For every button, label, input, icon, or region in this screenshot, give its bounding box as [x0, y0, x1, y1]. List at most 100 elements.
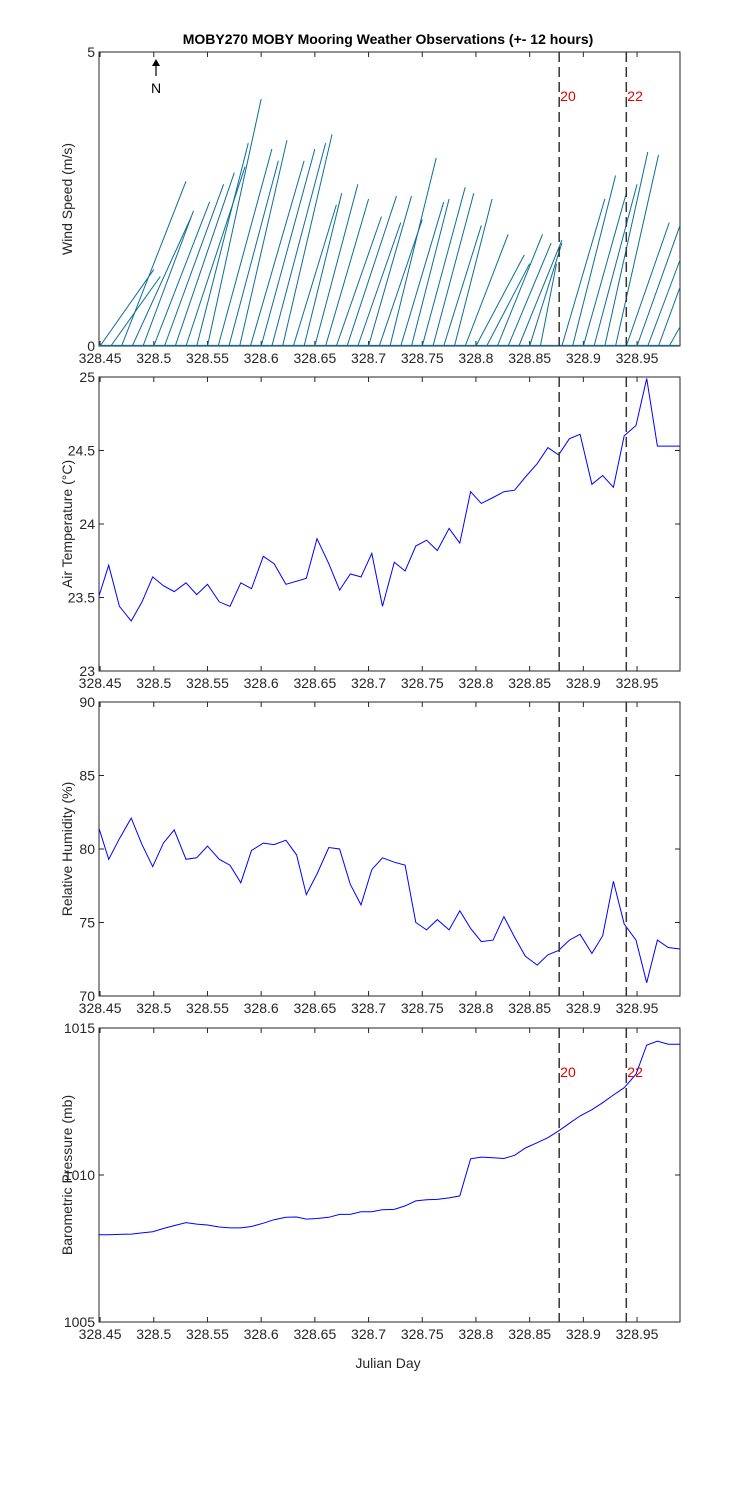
- wind-xtick-label: 328.65: [293, 350, 336, 366]
- wind-xtick-label: 328.95: [616, 350, 659, 366]
- humidity-xtick-label: 328.75: [401, 1000, 444, 1016]
- wind-vector: [217, 148, 273, 346]
- wind-xtick-label: 328.8: [458, 350, 493, 366]
- pressure-xtick-label: 328.9: [566, 1326, 601, 1342]
- temp-xtick-label: 328.75: [401, 675, 444, 691]
- temp-xtick-label: 328.5: [136, 675, 171, 691]
- temp-xtick-label: 328.55: [186, 675, 229, 691]
- temp-series-line: [98, 378, 680, 622]
- pressure-marker-label: 22: [627, 1064, 643, 1080]
- wind-vector: [658, 285, 680, 346]
- humidity-series-line: [98, 816, 681, 983]
- humidity-xtick-label: 328.9: [566, 1000, 601, 1016]
- temp-ytick-label: 23.5: [68, 590, 95, 606]
- wind-xtick-label: 328.45: [79, 350, 122, 366]
- wind-vector: [625, 222, 670, 346]
- wind-axes-box: [98, 51, 681, 347]
- temp-xtick-label: 328.65: [293, 675, 336, 691]
- humidity-ytick-label: 80: [79, 841, 95, 857]
- temp-xtick-label: 328.85: [508, 675, 551, 691]
- air-temperature-panel: 328.45 328.5 328.55 328.6 328.65 328.7 328.75 3…: [59, 369, 681, 691]
- temp-xtick-label: 328.8: [458, 675, 493, 691]
- humidity-xtick-label: 328.55: [186, 1000, 229, 1016]
- wind-xtick-label: 328.7: [351, 350, 386, 366]
- wind-vector: [411, 198, 450, 346]
- wind-vector: [131, 216, 192, 346]
- barometric-pressure-panel: 328.45 328.5 328.55 328.6 328.65 328.7 328.75 3…: [59, 1020, 681, 1342]
- wind-vector: [378, 219, 423, 346]
- pressure-xtick-label: 328.75: [401, 1326, 444, 1342]
- wind-ytick-label: 5: [87, 44, 95, 60]
- wind-vector: [153, 201, 211, 346]
- wind-vector: [647, 258, 680, 346]
- wind-vector: [249, 160, 305, 346]
- temp-axes-box: [98, 376, 681, 672]
- wind-vector: [668, 325, 680, 346]
- temp-xtick-label: 328.9: [566, 675, 601, 691]
- wind-vector: [228, 160, 279, 346]
- wind-vector: [206, 98, 262, 346]
- wind-vector: [389, 157, 437, 346]
- humidity-xtick-label: 328.45: [79, 1000, 122, 1016]
- wind-vector: [239, 140, 288, 346]
- pressure-y-axis-label: Barometric Pressure (mb): [59, 1095, 75, 1255]
- wind-vector: [432, 192, 475, 346]
- wind-xtick-label: 328.55: [186, 350, 229, 366]
- temp-y-axis-label: Air Temperature (°C): [59, 460, 75, 588]
- wind-vector: [303, 193, 343, 346]
- wind-xtick-label: 328.9: [566, 350, 601, 366]
- wind-vector: [496, 234, 543, 346]
- temp-ytick-label: 25: [79, 369, 95, 385]
- relative-humidity-panel: 328.45 328.5 328.55 328.6 328.65 328.7 328.75 3…: [59, 694, 681, 1016]
- wind-marker-label: 22: [627, 88, 643, 104]
- wind-vector: [335, 216, 382, 346]
- wind-vector: [518, 239, 563, 346]
- north-label: N: [151, 80, 161, 96]
- humidity-xtick-label: 328.65: [293, 1000, 336, 1016]
- humidity-ytick-label: 75: [79, 915, 95, 931]
- wind-vector: [486, 263, 531, 346]
- pressure-marker-label: 20: [560, 1064, 576, 1080]
- wind-y-axis-label: Wind Speed (m/s): [59, 143, 75, 255]
- pressure-xtick-label: 328.5: [136, 1326, 171, 1342]
- wind-vector: [679, 344, 680, 346]
- wind-vector: [453, 198, 493, 346]
- wind-vector: [593, 184, 638, 346]
- humidity-xtick-label: 328.7: [351, 1000, 386, 1016]
- pressure-ytick-label: 1010: [64, 1167, 95, 1183]
- temp-ytick-label: 24: [79, 516, 95, 532]
- wind-ytick-label: 0: [87, 338, 95, 354]
- humidity-xtick-label: 328.5: [136, 1000, 171, 1016]
- wind-vector: [475, 254, 525, 346]
- wind-vector: [572, 175, 617, 346]
- humidity-xtick-label: 328.95: [616, 1000, 659, 1016]
- temp-ytick-label: 24.5: [68, 443, 95, 459]
- temp-xtick-label: 328.95: [616, 675, 659, 691]
- wind-vector: [196, 143, 249, 346]
- humidity-ytick-label: 90: [79, 694, 95, 710]
- wind-speed-panel: 328.45 328.5 328.55 328.6 328.65 328.7 328.75 3…: [59, 44, 681, 366]
- pressure-ytick-label: 1015: [64, 1020, 95, 1036]
- pressure-xtick-label: 328.45: [79, 1326, 122, 1342]
- wind-vector: [636, 225, 680, 346]
- pressure-xtick-label: 328.95: [616, 1326, 659, 1342]
- temp-ytick-label: 23: [79, 663, 95, 679]
- wind-vector: [142, 210, 194, 346]
- temp-xtick-label: 328.7: [351, 675, 386, 691]
- humidity-xtick-label: 328.8: [458, 1000, 493, 1016]
- wind-vector: [443, 225, 482, 346]
- humidity-ytick-label: 85: [79, 768, 95, 784]
- wind-vector: [121, 181, 187, 346]
- temp-xtick-label: 328.45: [79, 675, 122, 691]
- wind-vector: [539, 263, 557, 346]
- wind-vector: [421, 187, 466, 346]
- pressure-xtick-label: 328.65: [293, 1326, 336, 1342]
- wind-vector: [582, 192, 627, 346]
- pressure-axes-box: [98, 1027, 681, 1323]
- pressure-series-line: [99, 1040, 680, 1236]
- humidity-y-axis-label: Relative Humidity (%): [59, 782, 75, 917]
- temp-xtick-label: 328.6: [244, 675, 279, 691]
- wind-xtick-label: 328.85: [508, 350, 551, 366]
- wind-xtick-label: 328.5: [136, 350, 171, 366]
